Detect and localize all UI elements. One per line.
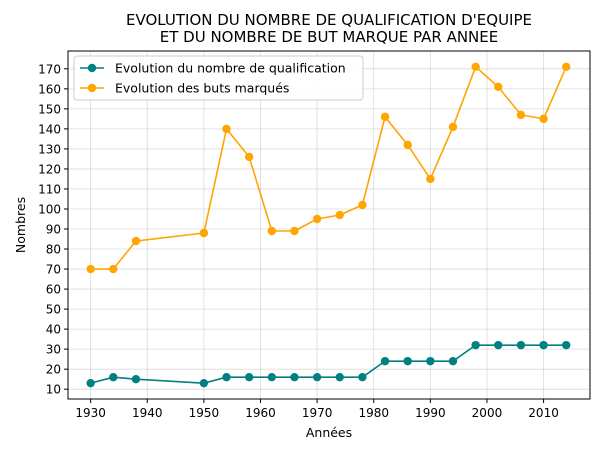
series-line xyxy=(90,344,567,384)
y-tick-label: 100 xyxy=(38,202,61,216)
y-tick-label: 40 xyxy=(46,323,61,337)
data-point xyxy=(131,236,141,246)
data-point xyxy=(494,340,503,350)
y-tick-label: 30 xyxy=(46,343,61,357)
data-point xyxy=(562,62,571,72)
data-point xyxy=(335,210,344,220)
data-point xyxy=(244,152,254,162)
legend-box xyxy=(73,55,364,101)
legend-marker xyxy=(87,63,97,73)
data-point xyxy=(222,124,231,134)
data-point xyxy=(199,228,209,238)
data-point xyxy=(471,62,480,72)
data-point xyxy=(244,372,254,382)
y-tick-label: 70 xyxy=(46,263,61,277)
data-point xyxy=(403,356,412,366)
data-point xyxy=(471,340,480,350)
data-point xyxy=(380,112,390,122)
data-point xyxy=(290,372,299,382)
data-point xyxy=(131,374,141,384)
data-point xyxy=(448,356,458,366)
data-point xyxy=(426,356,435,366)
y-tick-label: 80 xyxy=(46,243,61,257)
data-point xyxy=(539,114,548,124)
y-tick-label: 50 xyxy=(46,303,61,317)
data-point xyxy=(539,340,548,350)
data-point xyxy=(222,372,231,382)
x-tick-label: 1990 xyxy=(415,406,446,420)
x-axis-label: Années xyxy=(306,425,352,440)
data-point xyxy=(267,372,277,382)
x-tick-label: 2010 xyxy=(528,406,559,420)
data-point xyxy=(426,174,435,184)
legend-label: Evolution du nombre de qualification xyxy=(115,61,346,76)
data-point xyxy=(109,372,118,382)
legend-item: Evolution du nombre de qualification xyxy=(80,61,346,76)
legend-marker xyxy=(87,83,97,93)
y-tick-label: 110 xyxy=(38,182,61,196)
y-tick-label: 120 xyxy=(38,162,61,176)
data-point xyxy=(516,110,526,120)
x-tick-label: 1970 xyxy=(302,406,333,420)
data-point xyxy=(494,82,503,92)
y-axis-label: Nombres xyxy=(13,197,28,253)
plot-area-frame xyxy=(67,50,591,400)
y-tick-label: 160 xyxy=(38,82,61,96)
y-tick-label: 140 xyxy=(38,122,61,136)
y-tick-label: 150 xyxy=(38,102,61,116)
x-tick-label: 1940 xyxy=(132,406,163,420)
data-point xyxy=(267,226,277,236)
data-point xyxy=(312,372,322,382)
data-point xyxy=(358,372,367,382)
legend-item: Evolution des buts marqués xyxy=(80,81,289,96)
data-point xyxy=(403,140,412,150)
data-point xyxy=(562,340,571,350)
data-point xyxy=(86,378,95,388)
legend-label: Evolution des buts marqués xyxy=(115,81,289,96)
y-tick-label: 60 xyxy=(46,283,61,297)
x-tick-label: 2000 xyxy=(472,406,503,420)
chart-title-line-1: EVOLUTION DU NOMBRE DE QUALIFICATION D'E… xyxy=(126,11,532,29)
series-1 xyxy=(86,340,571,388)
series-line xyxy=(90,66,567,270)
data-point xyxy=(109,264,118,274)
data-point xyxy=(199,378,209,388)
data-point xyxy=(335,372,344,382)
x-tick-label: 1960 xyxy=(245,406,276,420)
data-point xyxy=(516,340,526,350)
data-point xyxy=(448,122,458,132)
data-point xyxy=(312,214,322,224)
y-tick-label: 170 xyxy=(38,62,61,76)
x-tick-label: 1950 xyxy=(189,406,220,420)
data-point xyxy=(358,200,367,210)
x-tick-label: 1930 xyxy=(75,406,106,420)
y-tick-label: 90 xyxy=(46,223,61,237)
data-point xyxy=(86,264,95,274)
series-layer xyxy=(86,62,571,388)
legend: Evolution du nombre de qualification Evol… xyxy=(73,55,364,101)
x-tick-label: 1980 xyxy=(358,406,389,420)
y-tick-label: 130 xyxy=(38,142,61,156)
series-2 xyxy=(86,62,571,274)
chart-title-line-2: ET DU NOMBRE DE BUT MARQUE PAR ANNEE xyxy=(160,28,498,46)
y-tick-label: 20 xyxy=(46,363,61,377)
x-axis: 1930 1940 1950 1960 1970 1980 1990 2000 2010 xyxy=(75,399,559,420)
y-axis: 10 20 30 40 50 60 70 80 90 100 110 120 130 140 150 160 1… xyxy=(38,62,68,397)
y-tick-label: 10 xyxy=(46,383,61,397)
data-point xyxy=(290,226,299,236)
data-point xyxy=(380,356,390,366)
